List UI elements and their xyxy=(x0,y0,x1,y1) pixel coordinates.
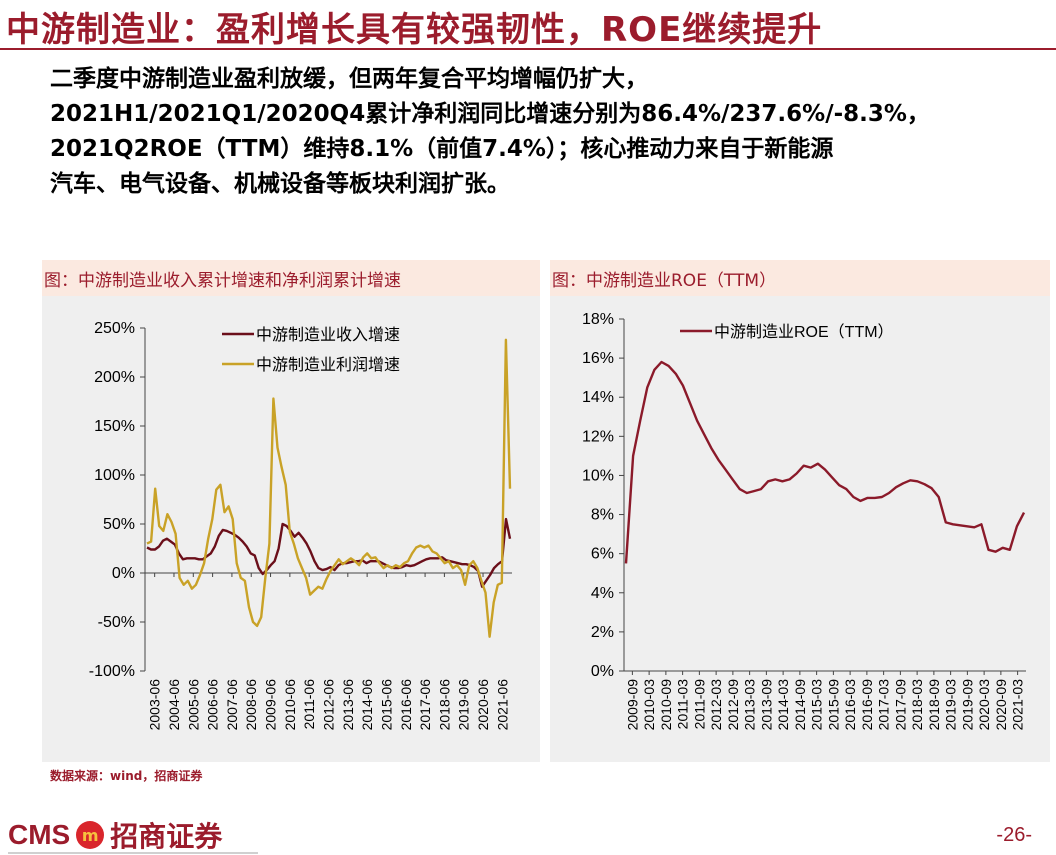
y-tick-label: 16% xyxy=(582,350,614,367)
summary-line: 二季度中游制造业盈利放缓，但两年复合平均增幅仍扩大， xyxy=(50,66,648,92)
x-tick-label: 2013-03 xyxy=(742,679,758,731)
x-tick-label: 2005-06 xyxy=(185,679,201,731)
x-tick-label: 2018-06 xyxy=(436,679,452,731)
y-tick-label: -50% xyxy=(98,614,135,631)
data-source: 数据来源：wind，招商证券 xyxy=(50,769,203,783)
y-tick-label: 2% xyxy=(591,624,614,641)
legend-label: 中游制造业利润增速 xyxy=(256,356,400,374)
y-tick-label: 18% xyxy=(582,311,614,328)
y-tick-label: 100% xyxy=(94,467,135,484)
chart-title-bar xyxy=(42,260,540,296)
x-tick-label: 2019-03 xyxy=(943,679,959,731)
x-tick-label: 2009-06 xyxy=(263,679,279,731)
x-tick-label: 2016-09 xyxy=(859,679,875,731)
y-tick-label: 10% xyxy=(582,467,614,484)
x-tick-label: 2017-03 xyxy=(876,679,892,731)
x-tick-label: 2013-09 xyxy=(758,679,774,731)
summary-text: 二季度中游制造业盈利放缓，但两年复合平均增幅仍扩大， 2021H1/2021Q1… xyxy=(50,62,1050,202)
page-title: 中游制造业：盈利增长具有较强韧性，ROE继续提升 xyxy=(6,10,823,50)
x-tick-label: 2010-09 xyxy=(658,679,674,731)
summary-line: 汽车、电气设备、机械设备等板块利润扩张。 xyxy=(50,171,510,197)
y-tick-label: 8% xyxy=(591,507,614,524)
x-tick-label: 2012-03 xyxy=(708,679,724,731)
y-tick-label: 200% xyxy=(94,369,135,386)
x-tick-label: 2014-03 xyxy=(775,679,791,731)
y-tick-label: 6% xyxy=(591,546,614,563)
chart-title: 图：中游制造业ROE（TTM） xyxy=(552,271,777,291)
x-tick-label: 2010-06 xyxy=(282,679,298,731)
y-tick-label: -100% xyxy=(89,663,135,680)
x-tick-label: 2011-03 xyxy=(675,679,691,730)
company-logo: CMS m 招商证券 xyxy=(8,815,222,855)
x-tick-label: 2015-09 xyxy=(825,679,841,731)
chart-background xyxy=(550,296,1050,762)
x-tick-label: 2010-03 xyxy=(641,679,657,731)
y-tick-label: 250% xyxy=(94,320,135,337)
x-tick-label: 2016-03 xyxy=(842,679,858,731)
y-tick-label: 4% xyxy=(591,585,614,602)
x-tick-label: 2013-06 xyxy=(340,679,356,731)
summary-line: 2021H1/2021Q1/2020Q4累计净利润同比增速分别为86.4%/23… xyxy=(50,101,930,127)
x-tick-label: 2006-06 xyxy=(205,679,221,731)
x-tick-label: 2021-03 xyxy=(1010,679,1026,731)
x-tick-label: 2019-09 xyxy=(959,679,975,731)
series-line xyxy=(146,338,512,638)
series-line xyxy=(624,360,1026,564)
x-tick-label: 2020-03 xyxy=(976,679,992,731)
x-tick-label: 2009-09 xyxy=(624,679,640,731)
growth-chart-panel: 图：中游制造业收入累计增速和净利润累计增速 250% 200% 150% 100% 50… xyxy=(42,260,540,762)
roe-chart: 18%16%14%12%10%8%6%4%2%0%2009-09 2010-03 2… xyxy=(582,311,1026,731)
x-tick-label: 2012-06 xyxy=(321,679,337,731)
y-tick-label: 50% xyxy=(103,516,135,533)
summary-line: 2021Q2ROE（TTM）维持8.1%（前值7.4%）；核心推动力来自于新能源 xyxy=(50,136,834,162)
x-tick-label: 2015-06 xyxy=(378,679,394,731)
legend-label: 中游制造业ROE（TTM） xyxy=(714,323,894,341)
y-tick-label: 14% xyxy=(582,389,614,406)
x-tick-label: 2019-06 xyxy=(456,679,472,731)
page-number: -26- xyxy=(996,824,1032,846)
x-tick-label: 2020-06 xyxy=(475,679,491,731)
chart-title: 图：中游制造业收入累计增速和净利润累计增速 xyxy=(44,271,401,291)
x-tick-label: 2008-06 xyxy=(243,679,259,731)
x-tick-label: 2011-09 xyxy=(691,679,707,730)
growth-chart: 250%200%150%100%50%0%-50%-100%2003-06 200… xyxy=(89,320,512,731)
x-tick-label: 2016-06 xyxy=(398,679,414,731)
y-tick-label: 0% xyxy=(591,663,614,680)
logo-text: CMS xyxy=(8,819,71,850)
legend-label: 中游制造业收入增速 xyxy=(256,326,400,344)
x-tick-label: 2014-06 xyxy=(359,679,375,731)
y-tick-label: 150% xyxy=(94,418,135,435)
roe-chart-panel: 图：中游制造业ROE（TTM） 18% 16% 14% 12% 10% 8% 6% 4% 2% 0… xyxy=(550,260,1050,762)
title-divider xyxy=(0,48,1056,50)
chart-background xyxy=(42,296,540,762)
y-tick-label: 12% xyxy=(582,428,614,445)
logo-badge-icon: m xyxy=(76,821,105,849)
x-tick-label: 2017-06 xyxy=(417,679,433,731)
x-tick-label: 2020-09 xyxy=(993,679,1009,731)
x-tick-label: 2017-09 xyxy=(892,679,908,731)
x-tick-label: 2018-09 xyxy=(926,679,942,731)
chart-title-bar xyxy=(550,260,1050,296)
y-tick-label: 0% xyxy=(112,565,135,582)
x-tick-label: 2014-09 xyxy=(792,679,808,731)
x-tick-label: 2021-06 xyxy=(494,679,510,731)
x-tick-label: 2004-06 xyxy=(166,679,182,731)
x-tick-label: 2003-06 xyxy=(147,679,163,731)
x-tick-label: 2007-06 xyxy=(224,679,240,731)
x-tick-label: 2015-03 xyxy=(809,679,825,731)
x-tick-label: 2011-06 xyxy=(301,679,317,730)
x-tick-label: 2012-09 xyxy=(725,679,741,731)
x-tick-label: 2018-03 xyxy=(909,679,925,731)
footer-divider xyxy=(8,852,258,854)
logo-chinese-name: 招商证券 xyxy=(110,820,223,853)
